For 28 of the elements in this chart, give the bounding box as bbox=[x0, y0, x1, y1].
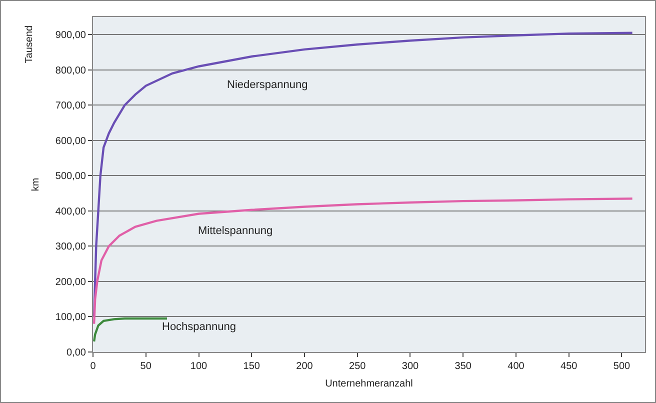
series-label: Mittelspannung bbox=[198, 225, 273, 237]
x-tick-label: 50 bbox=[140, 361, 152, 372]
y-tick-label: 800,00 bbox=[55, 65, 86, 76]
x-tick-label: 350 bbox=[454, 361, 472, 372]
x-axis-title: Unternehmeranzahl bbox=[325, 378, 413, 390]
text: Tausend bbox=[24, 25, 35, 64]
y-tick-label: 200,00 bbox=[55, 276, 86, 288]
y-tick-label: 500,00 bbox=[55, 171, 86, 182]
x-tick-label: 300 bbox=[402, 361, 420, 372]
y-tick-label: 900,00 bbox=[55, 30, 86, 42]
y-tick-label: 400,00 bbox=[55, 206, 86, 218]
x-tick-label: 100 bbox=[190, 361, 208, 372]
x-tick-label: 500 bbox=[613, 361, 631, 372]
x-tick-label: 400 bbox=[508, 361, 525, 372]
y-tick-label: 300,00 bbox=[55, 242, 86, 253]
x-tick-label: 150 bbox=[243, 361, 260, 372]
x-tick-label: 0 bbox=[90, 361, 96, 372]
x-tick-label: 250 bbox=[349, 361, 366, 372]
series-label: Niederspannung bbox=[227, 79, 308, 91]
y-tick-label: 700,00 bbox=[55, 100, 86, 112]
y-tick-label: 100,00 bbox=[55, 312, 86, 324]
x-tick-label: 450 bbox=[560, 361, 578, 372]
y-tick-label: 0,00 bbox=[66, 348, 86, 358]
y-tick-label: 600,00 bbox=[55, 136, 86, 147]
x-tick-label: 200 bbox=[296, 361, 314, 372]
series-label: Hochspannung bbox=[162, 321, 236, 333]
line-series bbox=[93, 32, 634, 318]
y-axis-title: km bbox=[30, 178, 42, 192]
